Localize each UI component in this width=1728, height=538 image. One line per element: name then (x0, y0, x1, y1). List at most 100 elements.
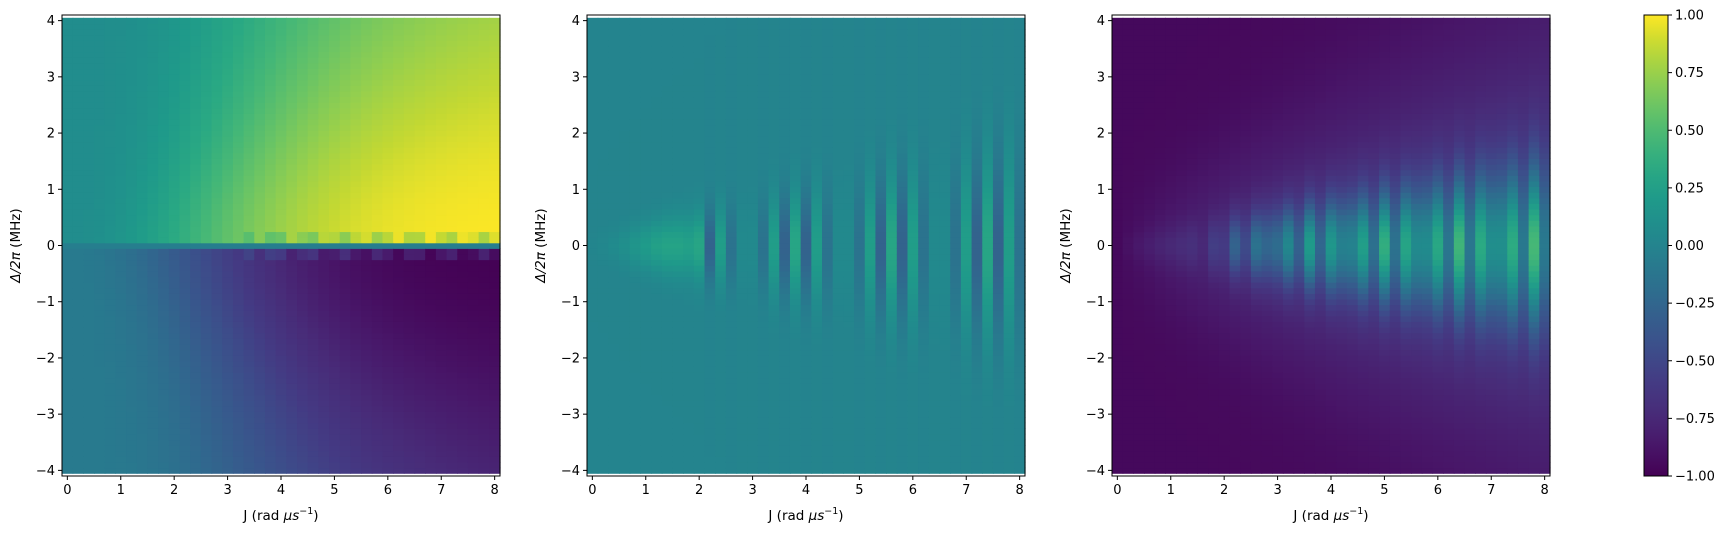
heatmap-cell (779, 113, 790, 119)
heatmap-cell (222, 389, 233, 395)
heatmap-cell (598, 271, 609, 277)
heatmap-cell (147, 462, 158, 468)
heatmap-cell (651, 113, 662, 119)
heatmap-cell (105, 130, 116, 136)
heatmap-cell (94, 164, 105, 170)
heatmap-cell (286, 226, 297, 232)
heatmap-cell (393, 46, 404, 52)
heatmap-cell (457, 265, 468, 271)
heatmap-cell (286, 164, 297, 170)
heatmap-cell (190, 282, 201, 288)
heatmap-cell (73, 288, 84, 294)
heatmap-cell (147, 113, 158, 119)
heatmap-cell (705, 170, 716, 176)
heatmap-cell (169, 130, 180, 136)
heatmap-cell (158, 181, 169, 187)
heatmap-cell (769, 153, 780, 159)
heatmap-cell (286, 423, 297, 429)
heatmap-cell (425, 209, 436, 215)
heatmap-cell (779, 344, 790, 350)
heatmap-cell (201, 276, 212, 282)
heatmap-cell (244, 468, 255, 474)
heatmap-cell (276, 91, 287, 97)
heatmap-cell (672, 462, 683, 468)
heatmap-cell (233, 74, 244, 80)
heatmap-cell (715, 327, 726, 333)
heatmap-cell (758, 366, 769, 372)
heatmap-cell (747, 164, 758, 170)
heatmap-cell (222, 310, 233, 316)
heatmap-cell (479, 80, 490, 86)
heatmap-cell (372, 423, 383, 429)
heatmap-cell (297, 434, 308, 440)
heatmap-cell (662, 451, 673, 457)
heatmap-cell (587, 136, 598, 142)
heatmap-cell (769, 428, 780, 434)
heatmap-cell (180, 451, 191, 457)
heatmap-cell (372, 141, 383, 147)
heatmap-cell (425, 445, 436, 451)
heatmap-cell (105, 293, 116, 299)
heatmap-cell (62, 361, 73, 367)
heatmap-cell (137, 321, 148, 327)
heatmap-cell (318, 394, 329, 400)
heatmap-cell (415, 80, 426, 86)
heatmap-cell (425, 46, 436, 52)
heatmap-cell (180, 220, 191, 226)
heatmap-cell (790, 327, 801, 333)
heatmap-cell (105, 209, 116, 215)
heatmap-cell (769, 52, 780, 58)
heatmap-cell (233, 186, 244, 192)
heatmap-cell (468, 406, 479, 412)
heatmap-cell (404, 344, 415, 350)
heatmap-cell (212, 40, 223, 46)
heatmap-cell (254, 394, 265, 400)
heatmap-cell (308, 451, 319, 457)
heatmap-cell (619, 102, 630, 108)
heatmap-cell (212, 406, 223, 412)
heatmap-cell (425, 350, 436, 356)
heatmap-cell (115, 316, 126, 322)
heatmap-cell (137, 215, 148, 221)
heatmap-cell (598, 389, 609, 395)
heatmap-cell (662, 153, 673, 159)
heatmap-cell (737, 333, 748, 339)
heatmap-cell (350, 462, 361, 468)
heatmap-cell (158, 299, 169, 305)
heatmap-cell (489, 316, 500, 322)
heatmap-cell (737, 243, 748, 249)
heatmap-cell (105, 361, 116, 367)
heatmap-cell (254, 434, 265, 440)
heatmap-cell (276, 293, 287, 299)
heatmap-cell (779, 350, 790, 356)
heatmap-cell (630, 63, 641, 69)
heatmap-cell (447, 231, 458, 237)
heatmap-cell (587, 186, 598, 192)
heatmap-cell (737, 237, 748, 243)
heatmap-cell (297, 394, 308, 400)
heatmap-cell (651, 80, 662, 86)
heatmap-cell (651, 316, 662, 322)
heatmap-cell (651, 203, 662, 209)
heatmap-cell (705, 451, 716, 457)
heatmap-cell (425, 108, 436, 114)
heatmap-cell (737, 35, 748, 41)
heatmap-cell (672, 215, 683, 221)
heatmap-cell (233, 389, 244, 395)
heatmap-cell (147, 361, 158, 367)
heatmap-cell (447, 271, 458, 277)
heatmap-cell (222, 293, 233, 299)
heatmap-cell (619, 344, 630, 350)
heatmap-cell (726, 451, 737, 457)
heatmap-cell (94, 378, 105, 384)
heatmap-cell (608, 158, 619, 164)
heatmap-cell (489, 125, 500, 131)
heatmap-cell (425, 215, 436, 221)
heatmap-cell (201, 170, 212, 176)
heatmap-cell (608, 102, 619, 108)
heatmap-cell (737, 23, 748, 29)
heatmap-cell (479, 164, 490, 170)
heatmap-cell (726, 389, 737, 395)
heatmap-cell (318, 456, 329, 462)
